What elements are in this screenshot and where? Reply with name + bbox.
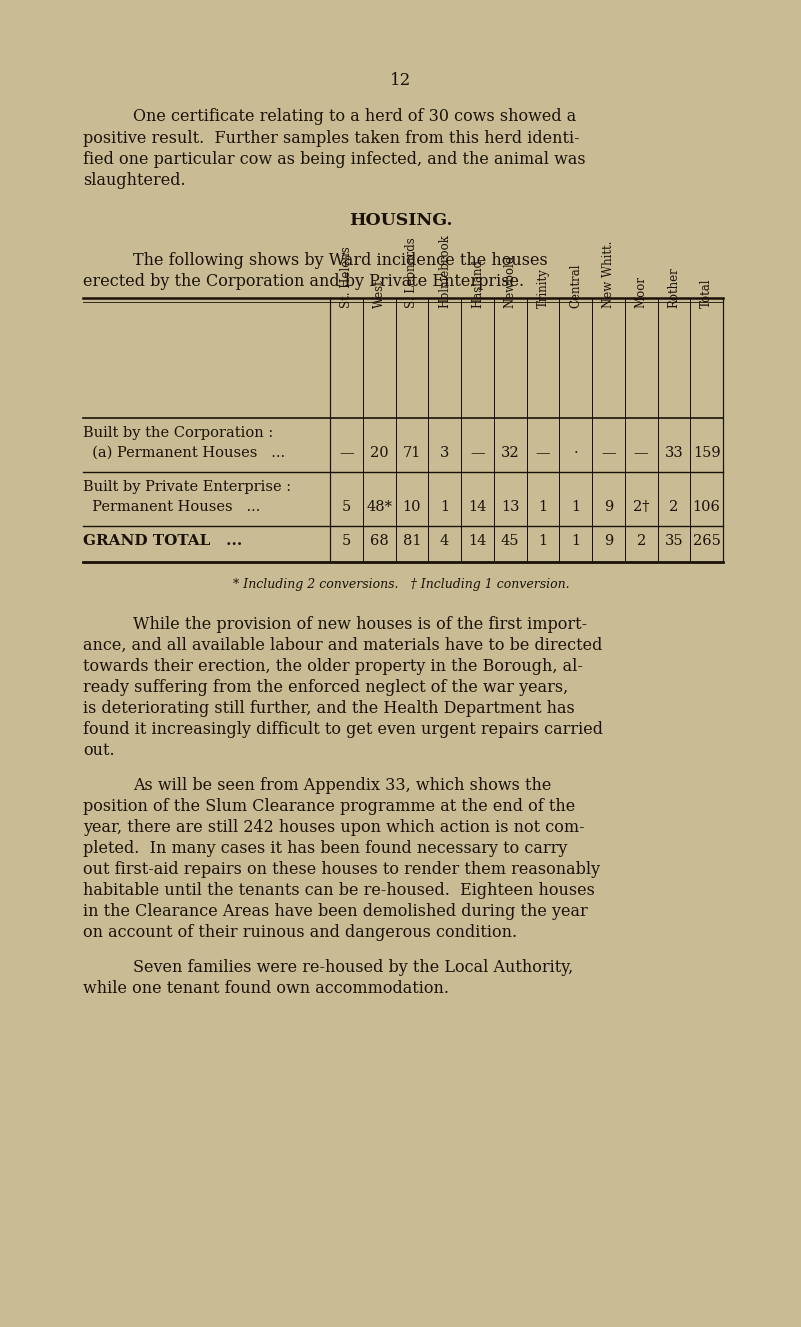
Text: year, there are still 242 houses upon which action is not com-: year, there are still 242 houses upon wh… [83, 819, 585, 836]
Text: erected by the Corporation and by Private Enterprise.: erected by the Corporation and by Privat… [83, 273, 524, 291]
Text: 9: 9 [604, 533, 613, 548]
Text: out first-aid repairs on these houses to render them reasonably: out first-aid repairs on these houses to… [83, 861, 600, 878]
Text: 5: 5 [342, 533, 351, 548]
Text: 106: 106 [693, 500, 721, 514]
Text: ·: · [574, 446, 578, 460]
Text: Hasland: Hasland [471, 259, 484, 308]
Text: 10: 10 [403, 500, 421, 514]
Text: in the Clearance Areas have been demolished during the year: in the Clearance Areas have been demolis… [83, 902, 588, 920]
Text: 35: 35 [665, 533, 683, 548]
Text: —: — [536, 446, 550, 460]
Text: habitable until the tenants can be re-housed.  Eighteen houses: habitable until the tenants can be re-ho… [83, 882, 595, 898]
Text: Rother: Rother [667, 267, 680, 308]
Text: 2†: 2† [633, 500, 650, 514]
Text: S. Leonards: S. Leonards [405, 238, 418, 308]
Text: —: — [470, 446, 485, 460]
Text: While the provision of new houses is of the first import-: While the provision of new houses is of … [133, 616, 587, 633]
Text: 48*: 48* [366, 500, 392, 514]
Text: Moor: Moor [634, 276, 648, 308]
Text: The following shows by Ward incidence the houses: The following shows by Ward incidence th… [133, 252, 548, 269]
Text: GRAND TOTAL   ...: GRAND TOTAL ... [83, 533, 242, 548]
Text: 9: 9 [604, 500, 613, 514]
Text: positive result.  Further samples taken from this herd identi-: positive result. Further samples taken f… [83, 130, 580, 147]
Text: ance, and all available labour and materials have to be directed: ance, and all available labour and mater… [83, 637, 602, 654]
Text: 5: 5 [342, 500, 351, 514]
Text: slaughtered.: slaughtered. [83, 173, 186, 188]
Text: 1: 1 [440, 500, 449, 514]
Text: 68: 68 [370, 533, 388, 548]
Text: Central: Central [570, 264, 582, 308]
Text: ready suffering from the enforced neglect of the war years,: ready suffering from the enforced neglec… [83, 679, 568, 695]
Text: Built by the Corporation :: Built by the Corporation : [83, 426, 273, 441]
Text: 14: 14 [469, 500, 486, 514]
Text: HOUSING.: HOUSING. [349, 212, 453, 230]
Text: As will be seen from Appendix 33, which shows the: As will be seen from Appendix 33, which … [133, 778, 551, 794]
Text: —: — [634, 446, 649, 460]
Text: out.: out. [83, 742, 115, 759]
Text: Newbold: Newbold [504, 255, 517, 308]
Text: Total: Total [700, 279, 713, 308]
Text: New Whitt.: New Whitt. [602, 240, 615, 308]
Text: (a) Permanent Houses   ...: (a) Permanent Houses ... [83, 446, 285, 460]
Text: is deteriorating still further, and the Health Department has: is deteriorating still further, and the … [83, 701, 575, 717]
Text: 14: 14 [469, 533, 486, 548]
Text: 32: 32 [501, 446, 519, 460]
Text: —: — [339, 446, 354, 460]
Text: 265: 265 [693, 533, 721, 548]
Text: —: — [601, 446, 616, 460]
Text: fied one particular cow as being infected, and the animal was: fied one particular cow as being infecte… [83, 151, 586, 169]
Text: St. Helens: St. Helens [340, 247, 353, 308]
Text: position of the Slum Clearance programme at the end of the: position of the Slum Clearance programme… [83, 798, 575, 815]
Text: while one tenant found own accommodation.: while one tenant found own accommodation… [83, 981, 449, 997]
Text: 1: 1 [571, 500, 580, 514]
Text: pleted.  In many cases it has been found necessary to carry: pleted. In many cases it has been found … [83, 840, 567, 857]
Text: 71: 71 [403, 446, 421, 460]
Text: 1: 1 [571, 533, 580, 548]
Text: 81: 81 [403, 533, 421, 548]
Text: 45: 45 [501, 533, 519, 548]
Text: Trinity: Trinity [537, 268, 549, 308]
Text: Permanent Houses   ...: Permanent Houses ... [83, 500, 260, 514]
Text: 2: 2 [637, 533, 646, 548]
Text: West: West [372, 279, 385, 308]
Text: found it increasingly difficult to get even urgent repairs carried: found it increasingly difficult to get e… [83, 721, 603, 738]
Text: One certificate relating to a herd of 30 cows showed a: One certificate relating to a herd of 30… [133, 107, 576, 125]
Text: 2: 2 [670, 500, 678, 514]
Text: Seven families were re-housed by the Local Authority,: Seven families were re-housed by the Loc… [133, 959, 574, 975]
Text: Holmebrook: Holmebrook [438, 234, 451, 308]
Text: 13: 13 [501, 500, 519, 514]
Text: towards their erection, the older property in the Borough, al-: towards their erection, the older proper… [83, 658, 583, 675]
Text: 33: 33 [665, 446, 683, 460]
Text: 4: 4 [440, 533, 449, 548]
Text: 12: 12 [390, 72, 412, 89]
Text: on account of their ruinous and dangerous condition.: on account of their ruinous and dangerou… [83, 924, 517, 941]
Text: 1: 1 [538, 533, 547, 548]
Text: 159: 159 [693, 446, 720, 460]
Text: 20: 20 [370, 446, 388, 460]
Text: Built by Private Enterprise :: Built by Private Enterprise : [83, 480, 291, 494]
Text: * Including 2 conversions.   † Including 1 conversion.: * Including 2 conversions. † Including 1… [232, 579, 570, 591]
Text: 1: 1 [538, 500, 547, 514]
Text: 3: 3 [440, 446, 449, 460]
